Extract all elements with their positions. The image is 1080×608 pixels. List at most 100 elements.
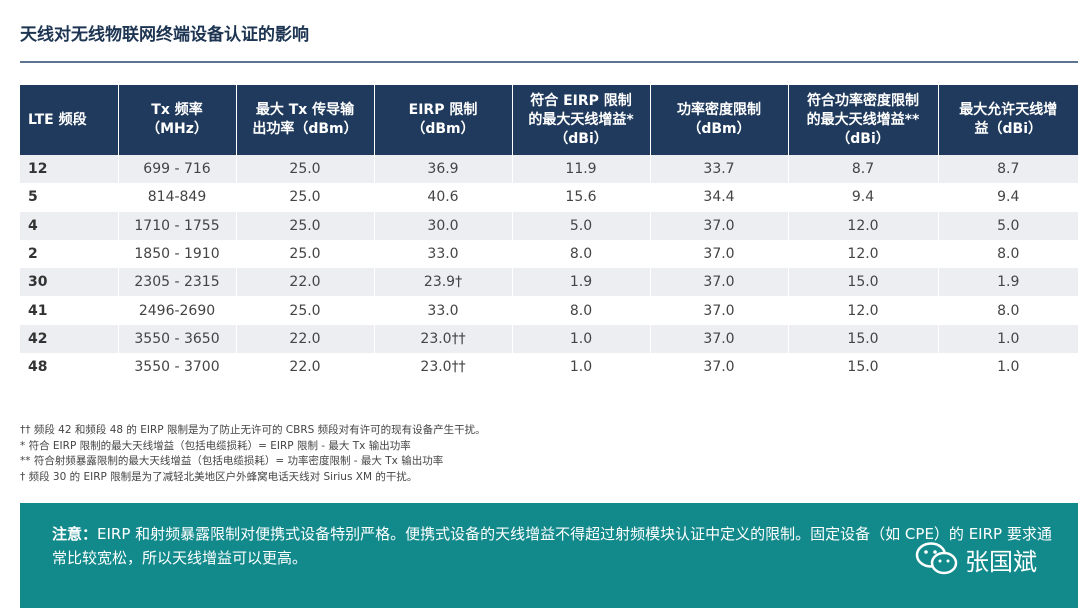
table-cell: 5 [28, 189, 38, 206]
header-line: （dBm） [687, 121, 751, 137]
header-line: 最大允许天线增 [959, 102, 1058, 118]
header-cell: 最大允许天线增 益（dBi） [937, 85, 1078, 155]
table-cell: 23.0†† [373, 353, 512, 382]
header-line: Tx 频率 [151, 102, 203, 118]
table-cell: 9.4 [937, 183, 1078, 212]
table-cell: 37.0 [649, 211, 788, 240]
note-label: 注意： [52, 525, 98, 543]
header-cell: 符合 EIRP 限制 的最大天线增益* （dBi） [511, 85, 650, 155]
header-line: 功率密度限制 [677, 102, 761, 118]
header-cell: 功率密度限制 （dBm） [649, 85, 788, 155]
table-cell: 37.0 [649, 268, 788, 297]
table-cell: 8.0 [511, 296, 650, 325]
table-cell: 5.0 [937, 211, 1078, 240]
table-cell: 3550 - 3650 [117, 324, 236, 354]
table-cell: 1.0 [937, 353, 1078, 382]
table-cell: 37.0 [649, 324, 788, 354]
table-cell: 12.0 [787, 239, 938, 269]
table-cell: 33.0 [373, 296, 512, 325]
header-line: 最大 Tx 传导输 [255, 102, 355, 118]
wechat-icon [915, 542, 958, 575]
table-cell: 1.9 [937, 268, 1078, 297]
table-cell: 3550 - 3700 [117, 353, 236, 382]
header-line: （dBi） [836, 130, 890, 147]
table-cell: 36.9 [373, 155, 512, 184]
table-cell: 22.0 [235, 268, 374, 297]
table-cell: 4 [20, 211, 118, 240]
footnote: † 频段 30 的 EIRP 限制是为了减轻北美地区户外蜂窝电话天线对 Siri… [20, 470, 418, 483]
table-cell: 37.0 [649, 239, 788, 269]
table-cell: 23.0†† [373, 324, 512, 354]
table-cell: 25.0 [235, 211, 374, 240]
table-row: 2 1850 - 1910 25.0 33.0 8.0 37.0 12.0 8.0 [20, 239, 1078, 269]
header-line: EIRP 限制 [408, 102, 478, 118]
table-cell: 15.6 [511, 183, 650, 212]
table-cell: 9.4 [787, 183, 938, 212]
header-row: LTE 频段 Tx 频率 （MHz） 最大 Tx 传导输 出功率（dBm） EIRP 限制… [20, 85, 1078, 155]
note-box: 注意：EIRP 和射频暴露限制对便携式设备特别严格。便携式设备的天线增益不得超过… [20, 503, 1078, 608]
table-cell: 37.0 [649, 353, 788, 382]
header-line: 符合 EIRP 限制 [530, 92, 632, 109]
footnote: * 符合 EIRP 限制的最大天线增益（包括电缆损耗）= EIRP 限制 - 最… [20, 439, 411, 452]
table-cell: 37.0 [649, 296, 788, 325]
table-cell: 2 [28, 246, 38, 263]
table-body: 12 699 - 716 25.0 36.9 11.9 33.7 8.7 8.7 5 814-84… [20, 155, 1078, 382]
header-line: 益（dBi） [974, 121, 1043, 137]
table-cell: 8.0 [937, 239, 1078, 269]
table-cell: 30.0 [373, 211, 512, 240]
footnotes: †† 频段 42 和频段 48 的 EIRP 限制是为了防止无许可的 CBRS … [20, 423, 486, 485]
table-cell: 41 [28, 302, 48, 319]
title: 天线对无线物联网终端设备认证的影响 [20, 25, 309, 45]
table-row: 12 699 - 716 25.0 36.9 11.9 33.7 8.7 8.7 [20, 155, 1078, 184]
header-cell: LTE 频段 [20, 85, 118, 155]
table-cell: 8.0 [937, 296, 1078, 325]
table-cell: 814-849 [117, 183, 236, 212]
header-line: （dBi） [554, 130, 608, 147]
table-cell: 2305 - 2315 [117, 268, 236, 297]
table-cell: 48 [28, 359, 48, 376]
table-cell: 22.0 [235, 324, 374, 354]
table-row: 42 3550 - 3650 22.0 23.0†† 1.0 37.0 15.0 1.0 [20, 324, 1078, 354]
table-cell: 12.0 [787, 296, 938, 325]
note: 注意：EIRP 和射频暴露限制对便携式设备特别严格。便携式设备的天线增益不得超过… [52, 522, 1052, 570]
table-row: 30 2305 - 2315 22.0 23.9† 1.9 37.0 15.0 1.9 [20, 268, 1078, 297]
footnote: †† 频段 42 和频段 48 的 EIRP 限制是为了防止无许可的 CBRS … [20, 424, 486, 436]
header-cell: Tx 频率 （MHz） [117, 85, 236, 155]
header-line: LTE 频段 [28, 111, 87, 128]
table-cell: 42 [20, 324, 118, 354]
header-line: （dBm） [411, 121, 475, 137]
table-cell: 15.0 [787, 353, 938, 382]
table-cell: 1710 - 1755 [117, 211, 236, 240]
table-cell: 33.7 [649, 155, 788, 184]
table-cell: 23.9† [373, 268, 512, 297]
note-text: EIRP 和射频暴露限制对便携式设备特别严格。便携式设备的天线增益不得超过射频模… [52, 525, 1052, 567]
table-cell: 25.0 [235, 183, 374, 212]
watermark-text: 张国斌 [965, 547, 1037, 576]
table-row: 41 2496-2690 25.0 33.0 8.0 37.0 12.0 8.0 [20, 296, 1078, 325]
footnote: ** 符合射频暴露限制的最大天线增益（包括电缆损耗）= 功率密度限制 - 最大 … [20, 455, 444, 467]
table-cell: 25.0 [235, 239, 374, 269]
table-cell: 33.0 [373, 239, 512, 269]
table-cell: 12.0 [787, 211, 938, 240]
table-cell: 12 [20, 155, 118, 184]
header-line: 符合功率密度限制 [807, 92, 919, 109]
table-cell: 15.0 [787, 268, 938, 297]
table-cell: 1.0 [937, 324, 1078, 354]
watermark: 张国斌 [915, 541, 1037, 577]
table-cell: 15.0 [787, 324, 938, 354]
table-cell: 5.0 [511, 211, 650, 240]
header-cell: 符合功率密度限制 的最大天线增益** （dBi） [787, 85, 938, 155]
table-cell: 25.0 [235, 296, 374, 325]
table-cell: 40.6 [373, 183, 512, 212]
table-cell: 34.4 [649, 183, 788, 212]
table: LTE 频段 Tx 频率 （MHz） 最大 Tx 传导输 出功率（dBm） EIRP 限制… [20, 85, 1078, 382]
header-cell: EIRP 限制 （dBm） [373, 85, 512, 155]
table-cell: 22.0 [235, 353, 374, 382]
table-cell: 1850 - 1910 [117, 239, 236, 269]
header-line: 出功率（dBm） [252, 121, 358, 137]
table-cell: 8.0 [511, 239, 650, 269]
table-cell: 1.0 [511, 353, 650, 382]
table-cell: 11.9 [511, 155, 650, 184]
table-row: 5 814-849 25.0 40.6 15.6 34.4 9.4 9.4 [20, 183, 1078, 212]
table-cell: 8.7 [937, 155, 1078, 184]
